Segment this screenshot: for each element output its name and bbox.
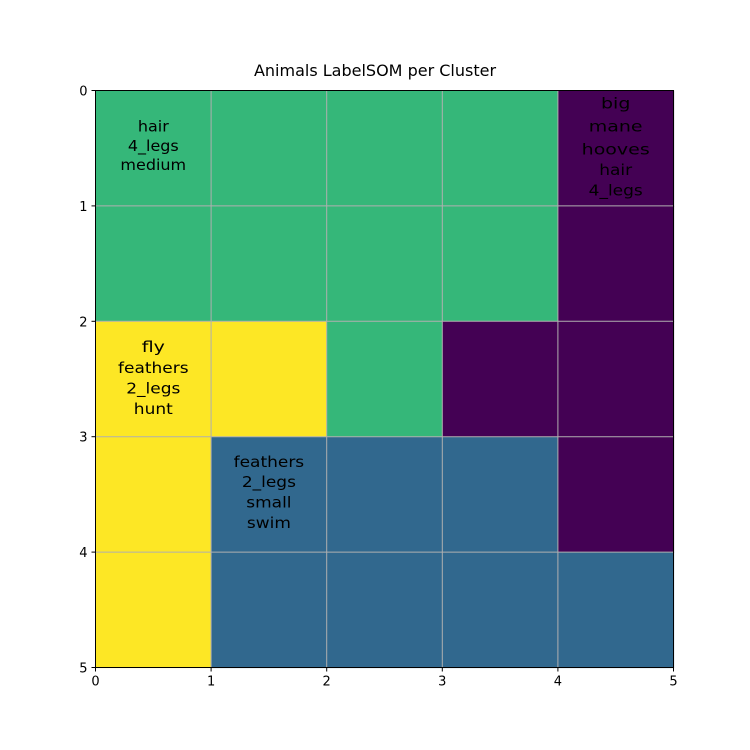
cell-r1-c1 bbox=[211, 205, 328, 322]
cell-r1-c2 bbox=[326, 205, 443, 322]
annotation-label: mane bbox=[589, 118, 643, 135]
y-tick-label: 0 bbox=[79, 85, 87, 100]
cell-r3-c1 bbox=[211, 436, 328, 553]
cell-annotations: hair4_legsmediumbigmanehooveshair4_legsf… bbox=[118, 96, 650, 532]
x-tick-label: 4 bbox=[554, 675, 562, 690]
annotation-label: medium bbox=[120, 157, 186, 174]
cell-r4-c0 bbox=[95, 552, 212, 669]
cell-r2-c4 bbox=[557, 321, 675, 438]
cell-r3-c4 bbox=[557, 436, 675, 553]
cell-r3-c3 bbox=[442, 436, 559, 553]
cluster-cells bbox=[95, 90, 675, 669]
y-tick-label: 1 bbox=[79, 200, 87, 215]
annotation-label: hair bbox=[138, 118, 170, 135]
cell-r0-c0 bbox=[95, 90, 212, 207]
y-tick-label: 4 bbox=[79, 546, 87, 561]
cell-r2-c3 bbox=[442, 321, 559, 438]
annotation-label: 2_legs bbox=[126, 379, 180, 398]
annotation-label: 4_legs bbox=[128, 137, 179, 155]
x-tick-label: 5 bbox=[669, 675, 677, 690]
cell-r2-c2 bbox=[326, 321, 443, 438]
cell-r4-c1 bbox=[211, 552, 328, 669]
x-tick-label: 1 bbox=[207, 675, 215, 690]
x-tick-label: 0 bbox=[91, 675, 99, 690]
cell-r1-c3 bbox=[442, 205, 559, 322]
cell-r3-c2 bbox=[326, 436, 443, 553]
annotation-label: feathers bbox=[234, 453, 305, 471]
y-tick-label: 3 bbox=[79, 431, 87, 446]
cell-r2-c1 bbox=[211, 321, 328, 438]
y-tick-label: 5 bbox=[79, 662, 87, 677]
axes-frame bbox=[95, 90, 674, 668]
cell-r1-c0 bbox=[95, 205, 212, 322]
cell-r1-c4 bbox=[557, 205, 675, 322]
annotation-label: fly bbox=[142, 339, 165, 356]
annotation-label: small bbox=[246, 493, 291, 511]
annotation-label: hooves bbox=[582, 141, 650, 158]
x-tick-label: 2 bbox=[323, 675, 331, 690]
annotation-label: hair bbox=[599, 161, 632, 179]
annotation-label: big bbox=[601, 96, 630, 113]
cell-r3-c0 bbox=[95, 436, 212, 553]
cell-r0-c4 bbox=[557, 90, 675, 207]
annotation-label: swim bbox=[247, 514, 291, 532]
cell-r0-c1 bbox=[211, 90, 328, 207]
cell-r2-c0 bbox=[95, 321, 212, 438]
annotation-label: hunt bbox=[134, 400, 173, 418]
y-tick-label: 2 bbox=[79, 315, 87, 330]
cell-r4-c2 bbox=[326, 552, 443, 669]
annotation-label: 2_legs bbox=[242, 473, 296, 492]
annotation-label: 4_legs bbox=[589, 181, 643, 200]
cell-r4-c4 bbox=[557, 552, 675, 669]
cell-r4-c3 bbox=[442, 552, 559, 669]
cell-r0-c3 bbox=[442, 90, 559, 207]
x-tick-label: 3 bbox=[438, 675, 446, 690]
annotation-label: feathers bbox=[118, 359, 189, 377]
chart-title: Animals LabelSOM per Cluster bbox=[254, 61, 496, 80]
cell-r0-c2 bbox=[326, 90, 443, 207]
